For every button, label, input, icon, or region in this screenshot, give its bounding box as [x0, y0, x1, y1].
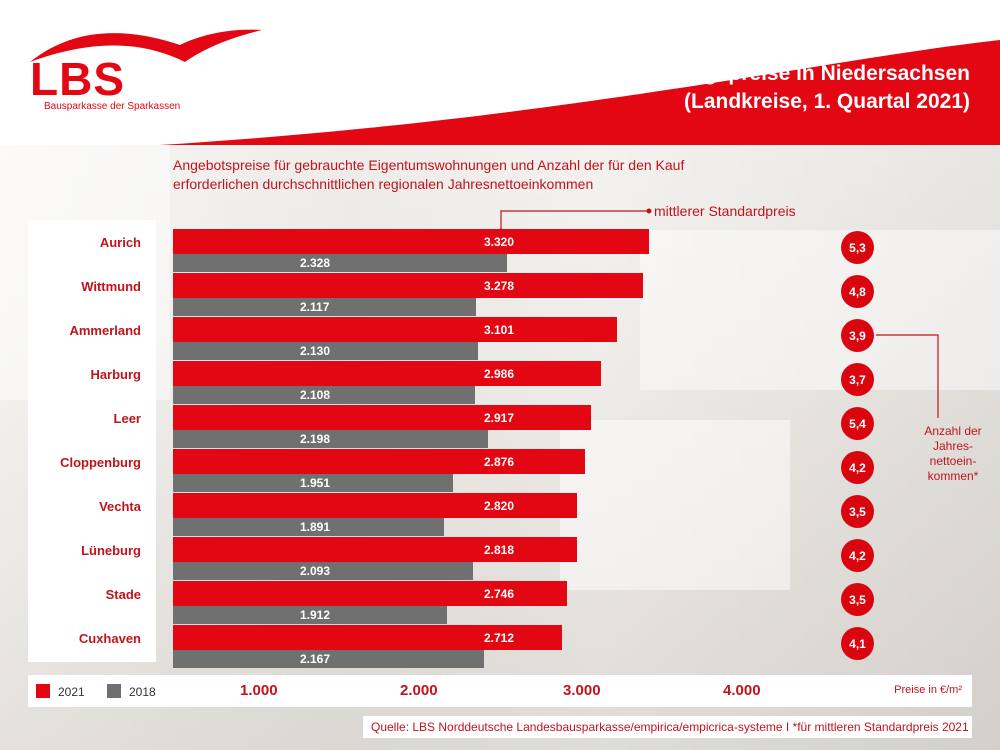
- value-label-2021-aurich: 3.320: [484, 235, 515, 249]
- x-tick-4000: 4.000: [723, 682, 761, 699]
- legend-label-2021: 2021: [58, 685, 85, 699]
- bar-2021-stade: [173, 581, 567, 606]
- legend-label-2018: 2018: [129, 685, 156, 699]
- axis-legend-bar: [28, 675, 972, 707]
- x-axis-unit: Preise in €/m²: [894, 684, 962, 696]
- income-badge-leer: 5,4: [841, 407, 874, 440]
- bar-2021-vechta: [173, 493, 578, 518]
- background-sofa: [560, 420, 790, 590]
- category-label-wittmund: Wittmund: [81, 279, 141, 294]
- category-label-vechta: Vechta: [99, 499, 141, 514]
- x-tick-3000: 3.000: [563, 682, 601, 699]
- bar-2018-cuxhaven: [173, 650, 484, 668]
- category-label-ammerland: Ammerland: [69, 323, 141, 338]
- income-badge-aurich: 5,3: [841, 231, 874, 264]
- value-label-2018-vechta: 1.891: [300, 520, 331, 534]
- page-title: Wohnungspreise in Niedersachsen: [620, 62, 970, 85]
- value-label-2021-cloppenburg: 2.876: [484, 455, 515, 469]
- bar-2021-aurich: [173, 229, 649, 254]
- logo: LBS: [30, 53, 125, 105]
- income-badge-harburg: 3,7: [841, 363, 874, 396]
- income-badge-stade: 3,5: [841, 583, 874, 616]
- bar-2018-leer: [173, 430, 488, 448]
- category-label-l-neburg: Lüneburg: [81, 543, 141, 558]
- category-panel: [28, 220, 156, 662]
- category-label-cloppenburg: Cloppenburg: [60, 455, 141, 470]
- bar-2018-ammerland: [173, 342, 479, 360]
- bar-2021-harburg: [173, 361, 601, 386]
- value-label-2021-ammerland: 3.101: [484, 323, 515, 337]
- value-label-2021-leer: 2.917: [484, 411, 515, 425]
- value-label-2018-cloppenburg: 1.951: [300, 476, 331, 490]
- income-badge-l-neburg: 4,2: [841, 539, 874, 572]
- bar-2021-ammerland: [173, 317, 618, 342]
- income-annotation: Anzahl der Jahres-nettoein-kommen*: [923, 424, 983, 484]
- bar-2018-cloppenburg: [173, 474, 453, 492]
- bar-2018-vechta: [173, 518, 444, 536]
- background-cabinet: [640, 230, 1000, 390]
- income-annotation-text: Anzahl der Jahres-nettoein-kommen*: [924, 424, 982, 483]
- value-label-2021-vechta: 2.820: [484, 499, 515, 513]
- income-badge-cuxhaven: 4,1: [841, 627, 874, 660]
- x-tick-2000: 2.000: [400, 682, 438, 699]
- bar-2021-leer: [173, 405, 591, 430]
- bar-2021-wittmund: [173, 273, 643, 298]
- bar-2018-stade: [173, 606, 447, 624]
- page-title-subline: (Landkreise, 1. Quartal 2021): [684, 90, 970, 113]
- value-label-2021-l-neburg: 2.818: [484, 543, 515, 557]
- bar-2021-l-neburg: [173, 537, 577, 562]
- bar-2021-cuxhaven: [173, 625, 562, 650]
- bar-2018-harburg: [173, 386, 476, 404]
- standard-price-label: mittlerer Standardpreis: [654, 203, 796, 219]
- value-label-2018-ammerland: 2.130: [300, 344, 331, 358]
- value-label-2018-l-neburg: 2.093: [300, 564, 331, 578]
- income-badge-ammerland: 3,9: [841, 319, 874, 352]
- logo-swoosh-icon: [30, 29, 262, 62]
- bar-2018-aurich: [173, 254, 507, 272]
- value-label-2021-harburg: 2.986: [484, 367, 515, 381]
- x-tick-1000: 1.000: [240, 682, 278, 699]
- bar-2018-wittmund: [173, 298, 477, 316]
- income-badge-cloppenburg: 4,2: [841, 451, 874, 484]
- value-label-2021-cuxhaven: 2.712: [484, 631, 515, 645]
- value-label-2018-aurich: 2.328: [300, 256, 331, 270]
- category-label-aurich: Aurich: [99, 235, 141, 250]
- legend-swatch-2021: [36, 684, 50, 698]
- value-label-2021-stade: 2.746: [484, 587, 515, 601]
- income-badge-wittmund: 4,8: [841, 275, 874, 308]
- value-label-2021-wittmund: 3.278: [484, 279, 515, 293]
- value-label-2018-wittmund: 2.117: [300, 300, 330, 314]
- logo-subtitle: Bausparkasse der Sparkassen: [44, 101, 181, 112]
- value-label-2018-harburg: 2.108: [300, 388, 331, 402]
- chart-subtitle: Angebotspreise für gebrauchte Eigentumsw…: [173, 157, 685, 192]
- legend-swatch-2018: [107, 684, 121, 698]
- category-label-leer: Leer: [113, 411, 141, 426]
- bar-2021-cloppenburg: [173, 449, 586, 474]
- category-label-stade: Stade: [105, 587, 141, 602]
- category-label-cuxhaven: Cuxhaven: [78, 631, 141, 646]
- value-label-2018-stade: 1.912: [300, 608, 331, 622]
- income-badge-vechta: 3,5: [841, 495, 874, 528]
- category-label-harburg: Harburg: [90, 367, 141, 382]
- value-label-2018-cuxhaven: 2.167: [300, 652, 331, 666]
- bar-2018-l-neburg: [173, 562, 473, 580]
- value-label-2018-leer: 2.198: [300, 432, 331, 446]
- source-note: Quelle: LBS Norddeutsche Landesbausparka…: [363, 716, 972, 738]
- header-shape: [0, 0, 1000, 145]
